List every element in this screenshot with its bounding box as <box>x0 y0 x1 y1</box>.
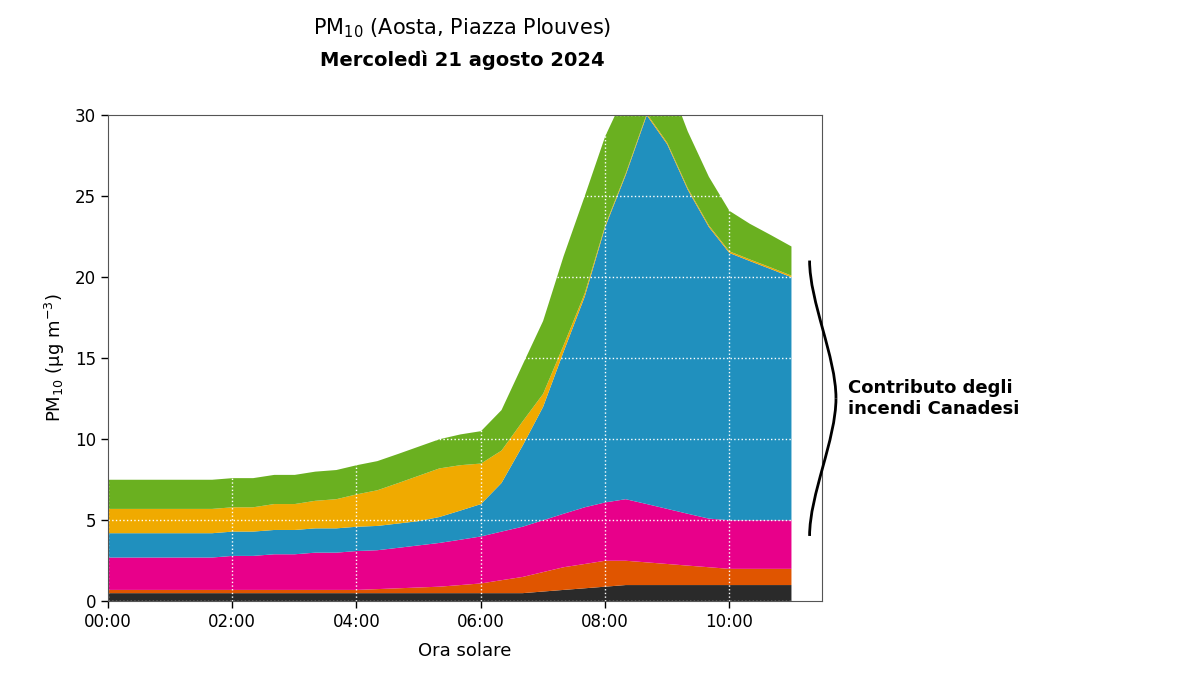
Text: PM$_{10}$ (Aosta, Piazza Plouves): PM$_{10}$ (Aosta, Piazza Plouves) <box>313 17 611 40</box>
X-axis label: Ora solare: Ora solare <box>419 642 511 659</box>
Text: Contributo degli
incendi Canadesi: Contributo degli incendi Canadesi <box>848 379 1019 418</box>
Y-axis label: PM$_{10}$ (μg m$^{-3}$): PM$_{10}$ (μg m$^{-3}$) <box>43 294 67 422</box>
Text: Mercoledì 21 agosto 2024: Mercoledì 21 agosto 2024 <box>319 51 605 70</box>
